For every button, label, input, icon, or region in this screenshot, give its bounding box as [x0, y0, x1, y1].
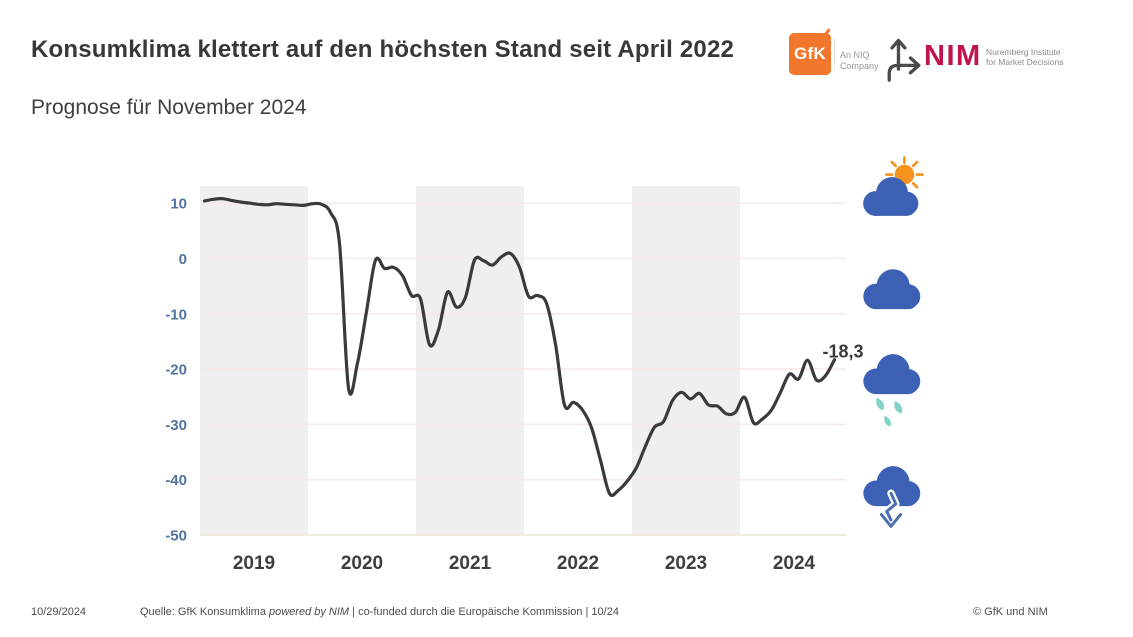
footer-source: Quelle: GfK Konsumklima powered by NIM |… — [140, 606, 619, 618]
gfk-logo-mark: GfK — [793, 44, 827, 63]
gfk-tagline: An NIQ Company — [840, 50, 879, 71]
footer-source-prefix: Quelle: GfK Konsumklima — [140, 606, 269, 618]
end-value-label: -18,3 — [823, 342, 864, 362]
year-band-2023 — [632, 186, 740, 535]
x-year-label-2022: 2022 — [557, 553, 599, 574]
gfk-tagline-line1: An NIQ — [840, 50, 870, 60]
x-year-label-2020: 2020 — [341, 553, 383, 574]
footer-copyright: © GfK und NIM — [973, 606, 1048, 618]
year-band-2019 — [200, 186, 308, 535]
footer-source-powered-by: powered by NIM — [269, 606, 350, 618]
sun-behind-cloud-icon — [858, 156, 924, 225]
cloud-icon — [858, 266, 924, 319]
y-tick-label--10: -10 — [165, 306, 187, 323]
x-year-label-2019: 2019 — [233, 553, 275, 574]
x-year-label-2021: 2021 — [449, 553, 492, 574]
x-year-label-2023: 2023 — [665, 553, 707, 574]
y-tick-label--30: -30 — [165, 417, 187, 434]
nim-logo-mark: NIM — [924, 40, 982, 72]
footer-date: 10/29/2024 — [31, 606, 87, 618]
nim-tagline: Nuremberg Institute for Market Decisions — [986, 47, 1063, 67]
footer-source-suffix: | co-funded durch die Europäische Kommis… — [349, 606, 619, 618]
gfk-logo: GfK — [789, 28, 831, 75]
year-band-2021 — [416, 186, 524, 535]
nim-arrows-icon — [884, 34, 924, 87]
logo-divider — [834, 38, 835, 70]
page-title: Konsumklima klettert auf den höchsten St… — [31, 36, 735, 63]
nim-tagline-line1: Nuremberg Institute — [986, 47, 1061, 57]
y-tick-label-10: 10 — [170, 196, 187, 213]
nim-tagline-line2: for Market Decisions — [986, 57, 1064, 67]
gfk-tagline-line2: Company — [840, 60, 879, 71]
y-tick-label-0: 0 — [179, 251, 187, 268]
cloud-down-arrow-icon — [858, 463, 924, 552]
x-year-label-2024: 2024 — [773, 553, 816, 574]
y-tick-label--20: -20 — [165, 362, 187, 379]
rain-cloud-icon — [858, 351, 924, 440]
y-tick-label--40: -40 — [165, 472, 187, 489]
y-tick-label--50: -50 — [165, 528, 187, 545]
page-subtitle: Prognose für November 2024 — [31, 96, 307, 119]
consumer-climate-line — [202, 197, 837, 497]
